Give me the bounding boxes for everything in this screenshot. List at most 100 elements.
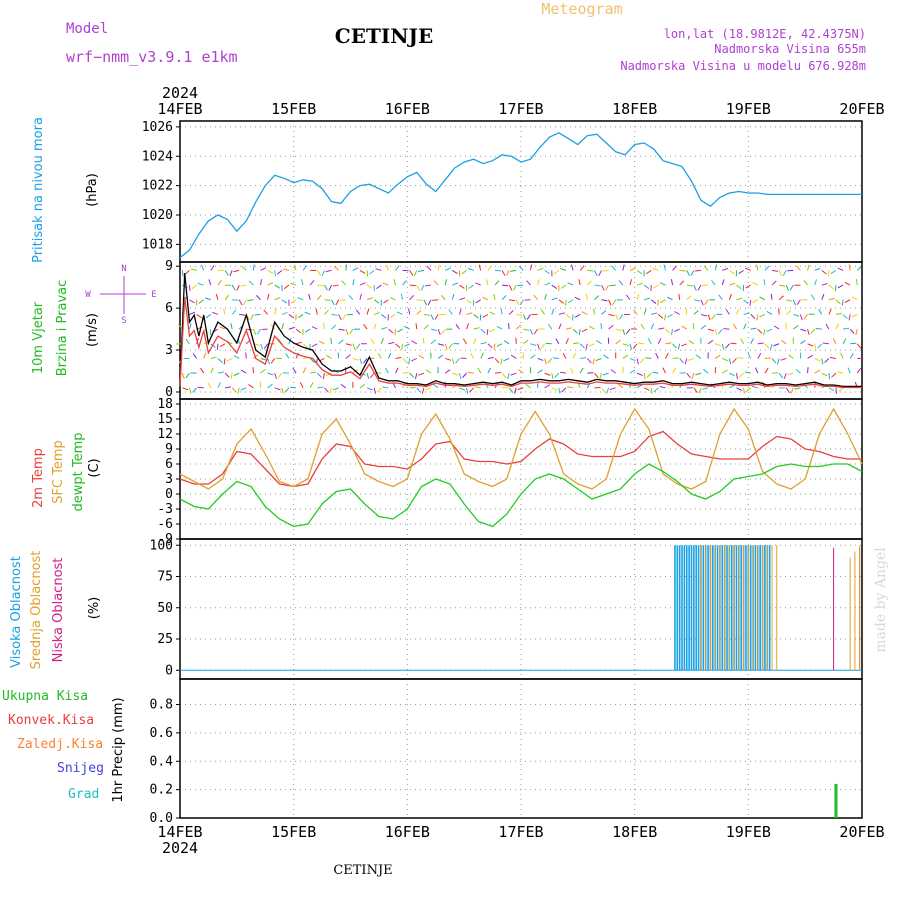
wind-barb <box>233 355 240 359</box>
wind-barb <box>567 386 574 389</box>
wind-barb <box>828 308 832 315</box>
wind-barb <box>430 339 436 345</box>
wind-barb <box>233 372 240 377</box>
wind-barb <box>711 314 716 320</box>
wind-barb <box>688 340 695 345</box>
wind-barb <box>311 343 318 348</box>
wind-barb <box>515 299 520 306</box>
wind-barb <box>487 265 493 271</box>
wind-barb <box>750 338 754 345</box>
wind-barb <box>469 387 474 393</box>
wind-barb <box>652 267 659 271</box>
wind-barb <box>587 372 594 374</box>
wind-barb <box>462 338 467 345</box>
wind-barb <box>507 323 510 330</box>
wind-barb <box>198 299 204 304</box>
wind-barb <box>855 279 858 286</box>
wind-barb <box>445 357 452 361</box>
legend-convective-rain: Konvek.Kisa <box>8 713 94 728</box>
wind-barb <box>363 323 368 330</box>
wind-barb <box>210 367 214 374</box>
wind-barb <box>581 311 588 315</box>
wind-barb <box>693 299 700 302</box>
wind-barb <box>672 265 677 271</box>
wind-barb <box>578 329 581 336</box>
wind-barb <box>818 309 823 315</box>
y-tick-label: 0.2 <box>150 783 173 798</box>
wind-barb <box>780 357 787 361</box>
wind-barb <box>241 266 247 271</box>
wind-barb <box>722 357 729 362</box>
cloud-panel: 0 25 50 75 100 <box>150 538 863 680</box>
wind-barb <box>551 387 558 391</box>
wind-barb <box>466 299 472 304</box>
y-tick-label: -3 <box>157 502 173 517</box>
wind-barb <box>487 343 493 349</box>
compass-w: W <box>85 290 91 300</box>
wind-barb <box>482 296 489 301</box>
dewpt-temp-line <box>179 463 863 528</box>
wind-barb <box>615 328 622 332</box>
y-tick-label: 6 <box>165 457 173 472</box>
wind-barb <box>764 265 770 271</box>
wind-barb <box>427 299 432 306</box>
wind-barb <box>523 328 530 332</box>
wind-barb <box>728 358 732 365</box>
wind-barb <box>615 314 619 321</box>
wind-barb <box>601 284 605 291</box>
wind-barb <box>503 357 510 362</box>
wind-barb <box>632 343 638 349</box>
wind-barb <box>496 325 503 330</box>
wind-barb <box>192 353 197 359</box>
wind-barb <box>771 269 779 272</box>
wind-barb <box>770 293 773 300</box>
wind-barb <box>474 386 481 389</box>
temp-unit: (C) <box>87 458 102 477</box>
precip-legend: Ukupna Kisa Konvek.Kisa Zaledj.Kisa Snij… <box>2 689 104 802</box>
wind-barb <box>552 357 559 359</box>
wind-barb <box>395 265 400 271</box>
wind-barb <box>473 338 477 344</box>
wind-barb <box>832 338 837 345</box>
wind-barb <box>188 285 191 292</box>
wind-barb <box>644 297 651 301</box>
wind-barb <box>567 282 574 286</box>
wind-barb <box>555 338 560 345</box>
wind-barb <box>544 293 547 300</box>
wind-barb <box>288 314 295 319</box>
wind-barb <box>625 294 631 301</box>
wind-barb <box>565 338 569 344</box>
wind-barb <box>567 299 574 304</box>
wind-barb <box>698 387 702 394</box>
wind-barb <box>474 282 481 286</box>
wind-barb <box>821 269 827 275</box>
wind-barb <box>835 387 838 394</box>
wind-barb <box>744 267 751 271</box>
wind-barb <box>796 299 801 305</box>
wind-barb <box>302 265 308 271</box>
wind-barb <box>645 357 652 359</box>
wind-barb <box>331 324 337 330</box>
legend-snow: Snijeg <box>57 761 104 776</box>
wind-barb <box>274 284 281 289</box>
wind-barb <box>224 372 230 378</box>
wind-barb <box>732 358 737 364</box>
wind-barb <box>316 294 322 301</box>
wind-barb <box>814 343 817 350</box>
wind-barb <box>181 372 185 379</box>
pressure-line <box>179 132 862 259</box>
wind-barb <box>366 297 373 301</box>
wind-barb <box>409 270 414 276</box>
wind-barb <box>702 387 709 390</box>
wind-barb <box>283 284 290 290</box>
wind-barb <box>773 343 780 347</box>
wind-barb <box>743 312 750 315</box>
wind-barb <box>215 293 219 300</box>
wind-barb <box>840 352 844 359</box>
wind-barb <box>599 372 602 380</box>
wind-barbs <box>176 264 864 394</box>
wind-barb <box>458 373 462 380</box>
wind-barb <box>260 279 263 286</box>
wind-barb <box>352 279 355 286</box>
wind-barb <box>309 382 314 389</box>
